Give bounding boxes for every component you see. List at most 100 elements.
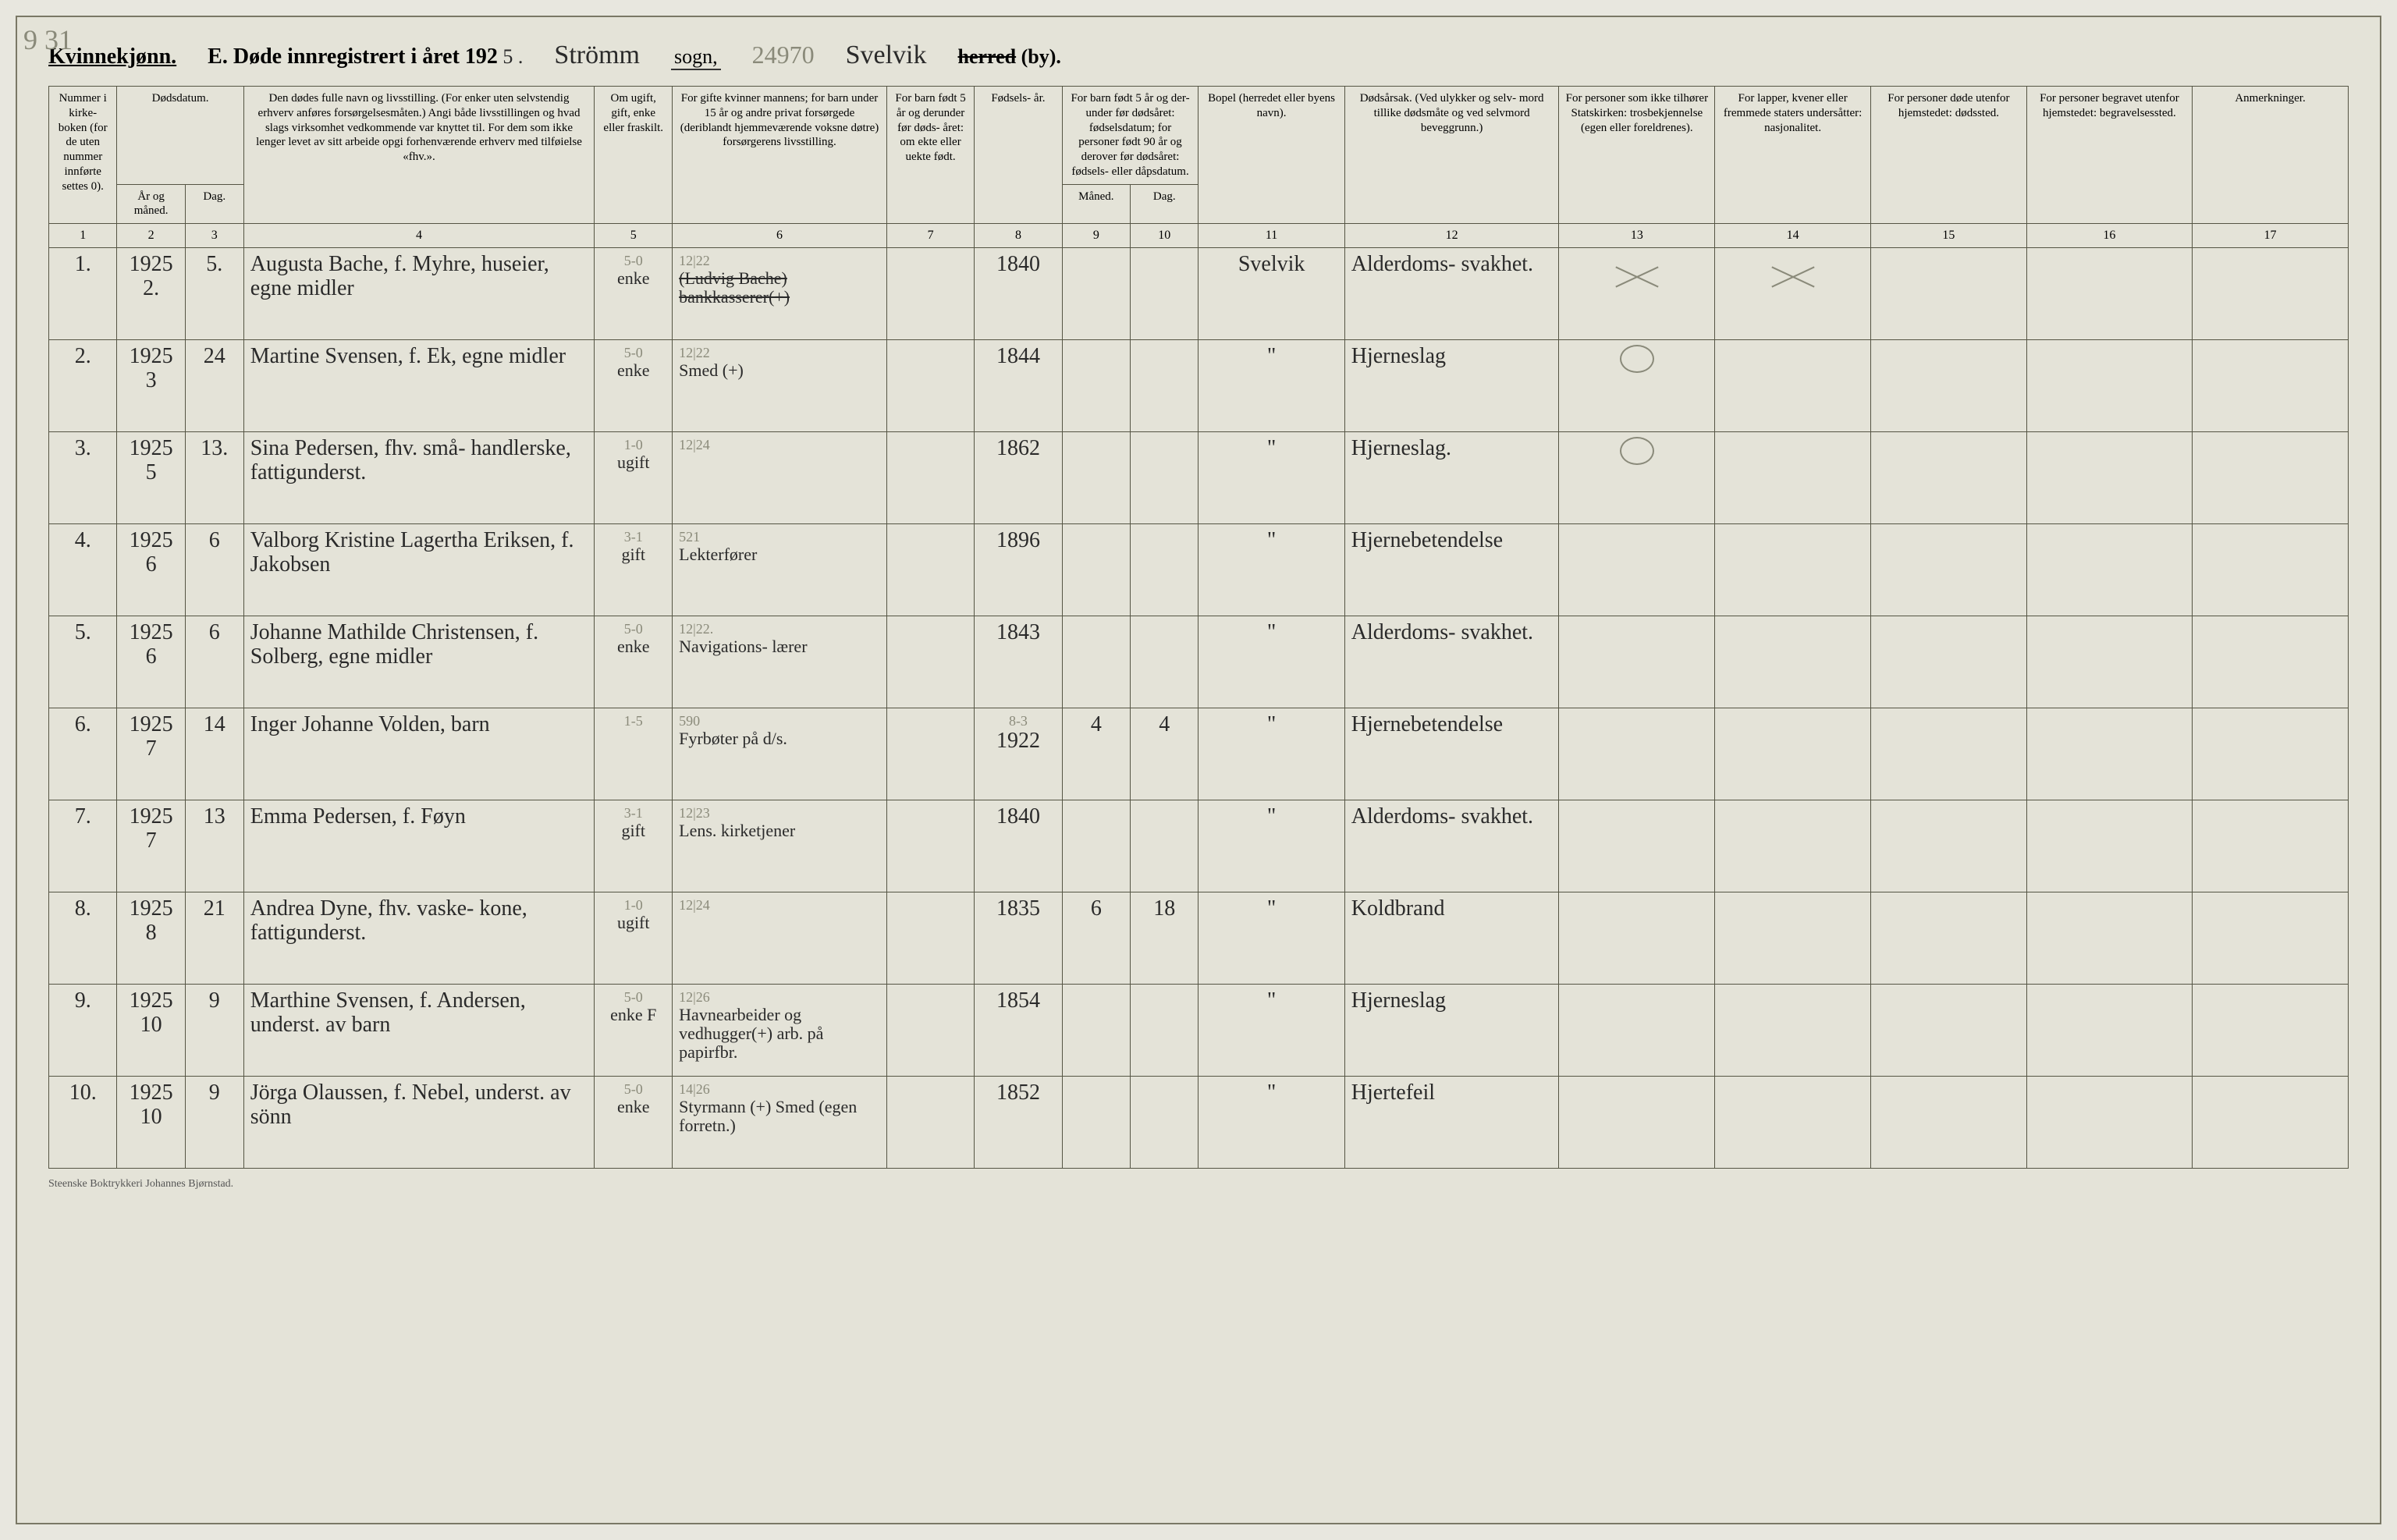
cell [1715, 708, 1871, 800]
col-header-2-top: Dødsdatum. [117, 87, 243, 185]
cell: 21 [185, 892, 243, 985]
cell [2193, 800, 2349, 892]
table-row: 3.1925513.Sina Pedersen, fhv. små- handl… [49, 432, 2349, 524]
cell: 1840 [975, 800, 1062, 892]
cell: 8. [49, 892, 117, 985]
col-header-15: For personer døde utenfor hjemstedet: dø… [1871, 87, 2027, 224]
spouse-occupation: Havnearbeider og vedhugger(+) arb. på pa… [679, 1005, 823, 1062]
cell [1715, 892, 1871, 985]
cell [1871, 248, 2027, 340]
spouse-top: 12|22 [679, 345, 710, 360]
entry-number: 8. [75, 896, 91, 921]
month: 3 [146, 368, 157, 392]
colnum: 16 [2026, 224, 2192, 248]
civil-status: enke [617, 637, 650, 656]
cell [1871, 340, 2027, 432]
cell [2026, 1077, 2192, 1169]
cell [886, 248, 974, 340]
cell [886, 340, 974, 432]
spouse-occupation: (Ludvig Bache) bankkasserer(+) [679, 268, 790, 307]
residence: " [1267, 620, 1276, 644]
entry-number: 1. [75, 252, 91, 276]
cell: 1-0ugift [595, 892, 673, 985]
cell: 1-5 [595, 708, 673, 800]
cell [886, 524, 974, 616]
cell [2026, 432, 2192, 524]
cell: Sina Pedersen, fhv. små- handlerske, fat… [243, 432, 595, 524]
civil-top: 3-1 [624, 805, 643, 821]
month: 10 [140, 1013, 162, 1037]
cell [2026, 524, 2192, 616]
cell: Hjernebetendelse [1344, 708, 1559, 800]
civil-status: enke [617, 360, 650, 380]
death-register-table: Nummer i kirke- boken (for de uten numme… [48, 86, 2349, 1169]
name-status: Andrea Dyne, fhv. vaske- kone, fattigund… [250, 896, 527, 945]
birth-day: 18 [1153, 896, 1175, 921]
month: 5 [146, 460, 157, 484]
cell [1062, 616, 1130, 708]
colnum: 7 [886, 224, 974, 248]
cell: 12|22(Ludvig Bache) bankkasserer(+) [673, 248, 887, 340]
cell: Hjerneslag [1344, 985, 1559, 1077]
cell [1715, 800, 1871, 892]
cell: 6 [185, 524, 243, 616]
cell: 1843 [975, 616, 1062, 708]
cause-of-death: Hjernebetendelse [1351, 712, 1503, 736]
month: 8 [146, 921, 157, 945]
residence: " [1267, 988, 1276, 1013]
cause-of-death: Koldbrand [1351, 896, 1445, 921]
cell [2193, 708, 2349, 800]
birth-year: 1852 [996, 1080, 1040, 1105]
year: 1925 [130, 344, 173, 368]
cell [1715, 524, 1871, 616]
cell [1062, 1077, 1130, 1169]
name-status: Valborg Kristine Lagertha Eriksen, f. Ja… [250, 528, 574, 577]
cell: 24 [185, 340, 243, 432]
cell: 1-0ugift [595, 432, 673, 524]
col-header-6: For gifte kvinner mannens; for barn unde… [673, 87, 887, 224]
day: 13. [201, 436, 228, 460]
name-status: Marthine Svensen, f. Andersen, underst. … [250, 988, 526, 1037]
cell: 192510 [117, 1077, 185, 1169]
year: 1925 [130, 804, 173, 829]
cell: 4 [1062, 708, 1130, 800]
table-row: 8.1925821Andrea Dyne, fhv. vaske- kone, … [49, 892, 2349, 985]
cell [1131, 340, 1198, 432]
cell [886, 800, 974, 892]
name-status: Jörga Olaussen, f. Nebel, underst. av sö… [250, 1080, 571, 1129]
cell: 192510 [117, 985, 185, 1077]
cell [2026, 800, 2192, 892]
civil-top: 1-0 [624, 437, 643, 452]
entry-number: 10. [69, 1080, 97, 1105]
cell [1559, 432, 1715, 524]
colnum: 11 [1198, 224, 1344, 248]
day: 24 [204, 344, 225, 368]
section-e: E. Døde innregistrert i året 192 5 . [208, 44, 523, 69]
cause-of-death: Hjerneslag [1351, 988, 1446, 1013]
sogn-label: sogn, [671, 45, 721, 70]
col-header-2b: Dag. [185, 184, 243, 224]
colnum: 13 [1559, 224, 1715, 248]
residence: " [1267, 528, 1276, 552]
cell: 1840 [975, 248, 1062, 340]
spouse-top: 12|24 [679, 897, 710, 913]
cell: 5-0enke [595, 1077, 673, 1169]
birth-year: 1840 [996, 252, 1040, 276]
colnum: 8 [975, 224, 1062, 248]
residence: " [1267, 1080, 1276, 1105]
civil-top: 5-0 [624, 989, 643, 1005]
col-header-11: Bopel (herredet eller byens navn). [1198, 87, 1344, 224]
cell: Marthine Svensen, f. Andersen, underst. … [243, 985, 595, 1077]
birth-year: 1844 [996, 344, 1040, 368]
col-header-1: Nummer i kirke- boken (for de uten numme… [49, 87, 117, 224]
colnum: 12 [1344, 224, 1559, 248]
cell [2193, 248, 2349, 340]
margin-note: 9 31 [23, 23, 73, 56]
cell: 12|24 [673, 892, 887, 985]
circle-mark [1620, 345, 1654, 373]
cell [2026, 985, 2192, 1077]
table-row: 4.192566Valborg Kristine Lagertha Erikse… [49, 524, 2349, 616]
cell [1131, 616, 1198, 708]
cell: Alderdoms- svakhet. [1344, 800, 1559, 892]
colnum: 9 [1062, 224, 1130, 248]
